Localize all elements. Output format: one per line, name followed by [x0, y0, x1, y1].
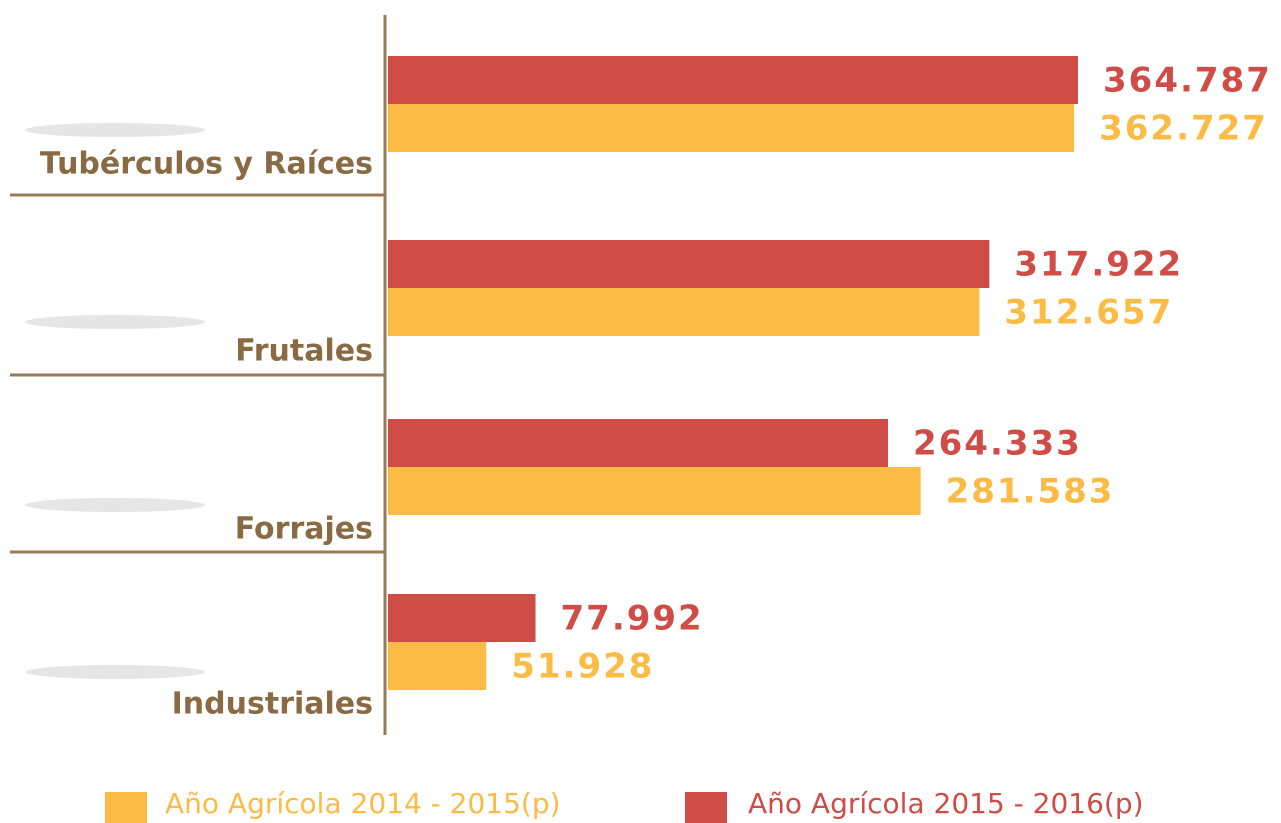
category-label: Tubérculos y Raíces — [40, 147, 373, 182]
legend-swatch — [105, 792, 147, 823]
category-label: Forrajes — [235, 512, 373, 547]
bar — [388, 467, 921, 515]
bar — [388, 594, 536, 642]
value-label: 77.992 — [561, 599, 704, 639]
shadow — [25, 498, 205, 512]
shadow — [25, 123, 205, 137]
value-label: 312.657 — [1004, 293, 1173, 333]
bar — [388, 642, 487, 690]
bar — [388, 240, 990, 288]
value-label: 362.727 — [1099, 109, 1268, 149]
legend-label: Año Agrícola 2015 - 2016(p) — [748, 787, 1144, 820]
category-label: Frutales — [235, 334, 373, 369]
category-label: Industriales — [172, 687, 373, 722]
bar — [388, 288, 980, 336]
bar — [388, 104, 1075, 152]
shadow — [25, 665, 205, 679]
legend-label: Año Agrícola 2014 - 2015(p) — [165, 787, 561, 820]
bar — [388, 56, 1078, 104]
bar — [388, 419, 888, 467]
legend-swatch — [685, 792, 727, 823]
value-label: 317.922 — [1014, 245, 1183, 285]
value-label: 51.928 — [511, 647, 654, 687]
value-label: 364.787 — [1103, 61, 1272, 101]
value-label: 281.583 — [946, 472, 1115, 512]
shadow — [25, 315, 205, 329]
value-label: 264.333 — [913, 424, 1082, 464]
